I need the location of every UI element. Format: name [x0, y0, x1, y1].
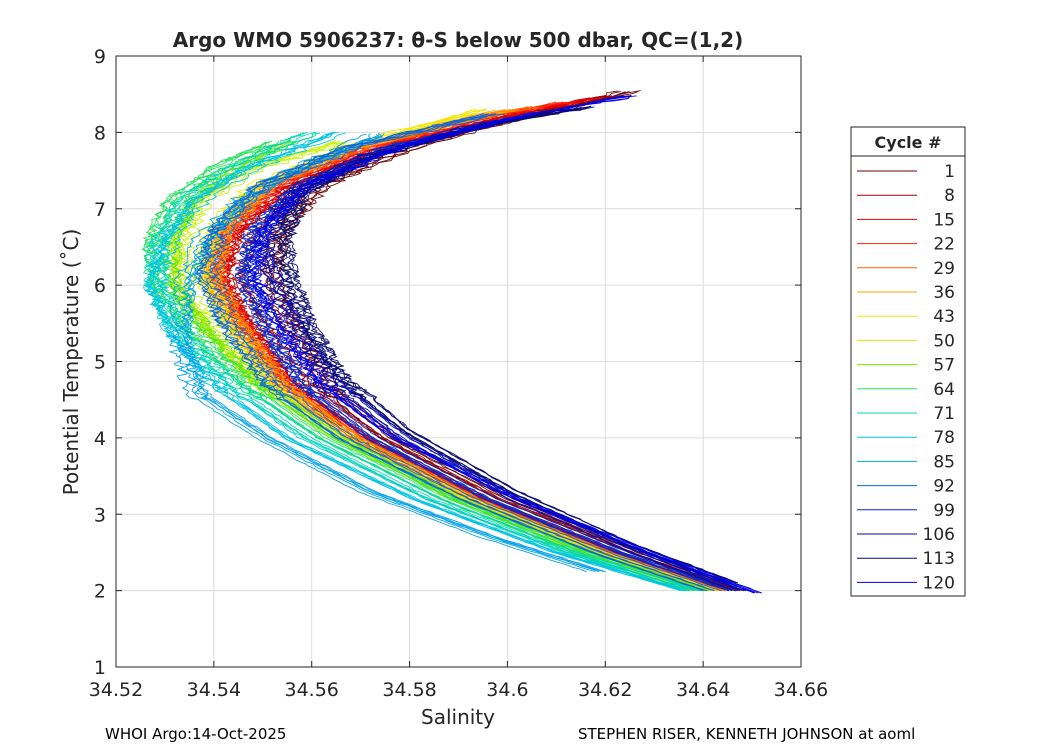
profile-line-cycle-71 — [149, 131, 694, 592]
x-tick-label: 34.6 — [486, 679, 528, 701]
y-tick-label: 5 — [94, 352, 106, 374]
legend-label-92: 92 — [933, 477, 955, 497]
profile-line-cycle-15 — [223, 97, 726, 592]
profile-line-cycle-92 — [196, 113, 708, 592]
footer-left-credit: WHOI Argo:14-Oct-2025 — [105, 725, 287, 743]
y-tick-label: 8 — [94, 122, 106, 144]
profile-line-cycle-78 — [143, 131, 682, 592]
y-tick-label: 6 — [94, 275, 106, 297]
profile-line-cycle-113 — [276, 106, 731, 584]
x-tick-label: 34.54 — [187, 679, 241, 701]
footer-right-credit: STEPHEN RISER, KENNETH JOHNSON at aoml — [578, 725, 916, 743]
profile-line-cycle-99 — [238, 114, 733, 592]
profile-line-cycle-43 — [204, 109, 719, 592]
x-tick-label: 34.64 — [676, 679, 730, 701]
legend-label-1: 1 — [944, 162, 955, 182]
x-tick-label: 34.52 — [89, 679, 143, 701]
legend-title: Cycle # — [875, 133, 942, 152]
x-tick-label: 34.58 — [382, 679, 436, 701]
chart-title: Argo WMO 5906237: θ-S below 500 dbar, QC… — [173, 28, 743, 52]
y-tick-label: 9 — [94, 46, 106, 68]
legend-box — [850, 126, 966, 597]
legend-label-8: 8 — [944, 186, 955, 206]
legend-label-106: 106 — [923, 525, 955, 545]
data-curves — [141, 90, 763, 594]
legend-label-22: 22 — [933, 235, 955, 255]
x-tick-label: 34.62 — [578, 679, 632, 701]
y-tick-label: 3 — [94, 504, 106, 526]
profile-line-cycle-92 — [208, 113, 715, 591]
profile-line-cycle-64 — [150, 140, 697, 592]
legend-label-113: 113 — [923, 549, 955, 569]
legend-label-50: 50 — [933, 331, 955, 351]
y-tick-label: 7 — [94, 199, 106, 221]
profile-line-cycle-78 — [157, 132, 695, 592]
legend-label-15: 15 — [933, 210, 955, 230]
legend-label-64: 64 — [933, 380, 955, 400]
y-tick-label: 1 — [94, 657, 106, 679]
profile-line-cycle-64 — [157, 141, 705, 591]
profile-line-cycle-85 — [180, 134, 599, 572]
legend-label-99: 99 — [933, 501, 955, 521]
legend-label-85: 85 — [933, 452, 955, 472]
legend-label-43: 43 — [933, 307, 955, 327]
y-tick-label: 2 — [94, 581, 106, 603]
legend-label-120: 120 — [923, 573, 955, 593]
legend-items: 1 8 15 22 29 36 43 50 57 64 71 78 85 92 99 106 113 120 — [857, 162, 955, 593]
legend-label-57: 57 — [933, 356, 955, 376]
profile-line-cycle-120 — [246, 95, 755, 594]
legend: Cycle # 18152229364350576471788592991061… — [850, 126, 966, 597]
profile-line-cycle-120 — [253, 95, 762, 594]
legend-label-29: 29 — [933, 259, 955, 279]
profile-line-cycle-85 — [166, 133, 587, 573]
x-axis-label: Salinity — [421, 705, 495, 729]
y-tick-label: 4 — [94, 428, 106, 450]
profile-line-cycle-92 — [212, 113, 722, 591]
x-tick-label: 34.56 — [285, 679, 339, 701]
x-tick-label: 34.66 — [774, 679, 828, 701]
axis-ticks: 34.52 34.54 34.56 34.58 34.6 34.62 34.64 34.66 1… — [89, 46, 828, 701]
legend-label-78: 78 — [933, 428, 955, 448]
legend-label-36: 36 — [933, 283, 955, 303]
profile-line-cycle-113 — [283, 105, 738, 584]
legend-label-71: 71 — [933, 404, 955, 424]
y-axis-label: Potential Temperature (˚C) — [59, 229, 83, 496]
